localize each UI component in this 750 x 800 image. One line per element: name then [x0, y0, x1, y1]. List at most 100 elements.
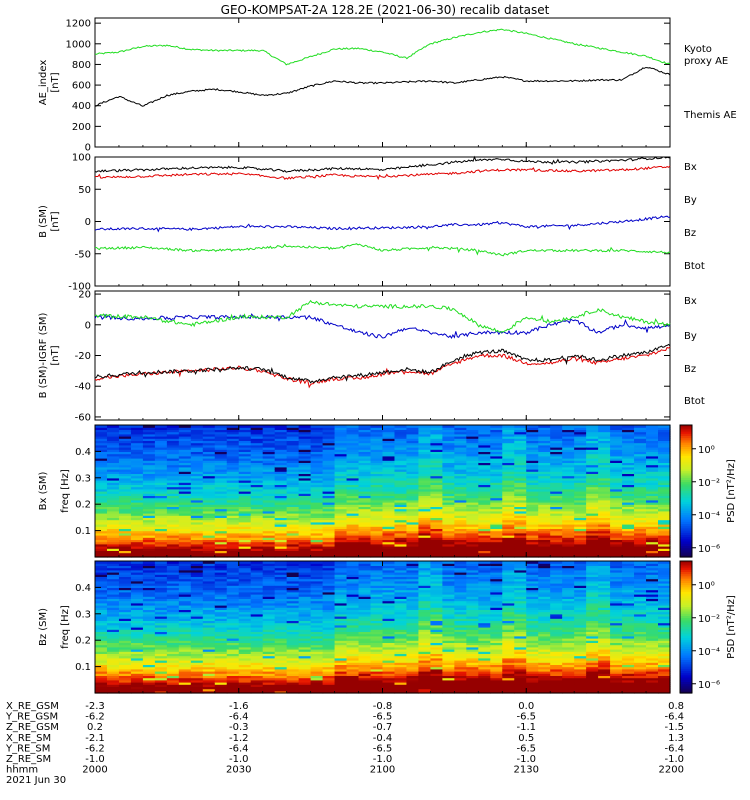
spectrogram-cell — [358, 502, 372, 505]
spectrogram-cell — [430, 649, 443, 652]
spectrogram-cell — [214, 526, 228, 529]
spectrogram-cell — [298, 598, 312, 602]
spectrogram-cell — [226, 624, 240, 628]
spectrogram-cell — [514, 471, 527, 474]
spectrogram-cell — [274, 484, 288, 488]
spectrogram-cell — [238, 607, 252, 610]
spectrogram-cell — [95, 469, 108, 472]
spectrogram-cell — [106, 565, 120, 569]
spectrogram-cell — [358, 649, 372, 652]
spectrogram-cell — [562, 543, 575, 547]
spectrogram-cell — [550, 455, 563, 459]
spectrogram-cell — [322, 622, 336, 626]
spectrogram-cell — [118, 539, 132, 543]
spectrogram-cell — [154, 548, 168, 551]
spectrogram-cell — [610, 444, 623, 448]
spectrogram-cell — [154, 475, 168, 479]
spectrogram-cell — [202, 578, 216, 582]
spectrogram-cell — [95, 475, 108, 479]
spectrogram-cell — [574, 427, 587, 430]
spectrogram-cell — [310, 519, 324, 523]
spectrogram-cell — [118, 668, 132, 672]
spectrogram-cell — [274, 682, 288, 685]
spectrogram-cell — [334, 596, 348, 599]
spectrogram-cell — [154, 541, 168, 545]
spectrogram-cell — [466, 453, 479, 457]
spectrogram-cell — [418, 550, 432, 554]
spectrogram-cell — [382, 539, 396, 543]
spectrogram-cell — [190, 684, 204, 687]
spectrogram-cell — [130, 576, 144, 580]
spectrogram-cell — [274, 567, 288, 571]
spectrogram-cell — [95, 550, 108, 554]
spectrogram-cell — [334, 642, 348, 646]
spectrogram-cell — [298, 565, 312, 569]
spectrogram-cell — [430, 671, 443, 674]
spectrogram-cell — [418, 464, 432, 468]
spectrogram-cell — [130, 475, 144, 479]
spectrogram-cell — [514, 499, 527, 503]
spectrogram-cell — [334, 638, 348, 641]
spectrogram-cell — [430, 546, 443, 549]
spectrogram-cell — [250, 624, 264, 628]
spectrogram-cell — [394, 576, 408, 580]
spectrogram-cell — [562, 451, 575, 455]
spectrogram-cell — [166, 602, 180, 606]
spectrogram-cell — [214, 469, 228, 472]
spectrogram-cell — [130, 660, 144, 663]
spectrogram-cell — [646, 515, 659, 518]
spectrogram-cell — [430, 530, 443, 534]
spectrogram-cell — [298, 532, 312, 536]
spectrogram-cell — [622, 447, 635, 450]
spectrogram-cell — [166, 561, 180, 564]
spectrogram-cell — [166, 495, 180, 499]
spectrogram-cell — [442, 653, 455, 657]
spectrogram-cell — [502, 447, 515, 450]
spectrogram-cell — [226, 425, 240, 428]
spectrogram-cell — [310, 543, 324, 547]
spectrogram-cell — [202, 425, 216, 428]
spectrogram-cell — [478, 537, 491, 540]
spectrogram-cell — [490, 438, 503, 441]
spectrogram-cell — [430, 475, 443, 479]
spectrogram-cell — [250, 524, 264, 527]
spectrogram-cell — [238, 640, 252, 643]
spectrogram-cell — [142, 574, 156, 577]
spectrogram-cell — [130, 524, 144, 527]
spectrogram-cell — [118, 620, 132, 624]
spectrogram-cell — [370, 567, 384, 571]
colorbar-segment — [680, 506, 692, 510]
spectrogram-cell — [646, 543, 659, 547]
spectrogram-cell — [634, 515, 647, 518]
spectrogram-cell — [598, 546, 611, 549]
spectrogram-cell — [502, 486, 515, 490]
spectrogram-cell — [334, 506, 348, 510]
spectrogram-cell — [298, 541, 312, 545]
spectrogram-cell — [382, 622, 396, 626]
spectrogram-cell — [418, 589, 432, 593]
spectrogram-cell — [550, 524, 563, 527]
spectrogram-cell — [238, 541, 252, 545]
spectrogram-cell — [334, 521, 348, 525]
spectrogram-cell — [382, 589, 396, 593]
spectrogram-cell — [226, 539, 240, 543]
spectrogram-cell — [634, 552, 647, 556]
spectrogram-cell — [454, 469, 467, 472]
spectrogram-cell — [286, 567, 300, 571]
spectrogram-cell — [622, 464, 635, 468]
spectrogram-cell — [118, 569, 132, 573]
spectrogram-cell — [370, 638, 384, 641]
spectrogram-cell — [286, 627, 300, 630]
spectrogram-cell — [130, 460, 144, 463]
spectrogram-cell — [322, 565, 336, 569]
spectrogram-cell — [322, 482, 336, 485]
spectrogram-cell — [226, 438, 240, 441]
spectrogram-cell — [95, 429, 108, 433]
spectrogram-cell — [418, 524, 432, 527]
spectrogram-cell — [526, 515, 539, 518]
spectrogram-cell — [394, 574, 408, 577]
spectrogram-cell — [490, 493, 503, 496]
spectrogram-cell — [310, 466, 324, 470]
spectrogram-cell — [226, 491, 240, 494]
spectrogram-cell — [166, 618, 180, 621]
